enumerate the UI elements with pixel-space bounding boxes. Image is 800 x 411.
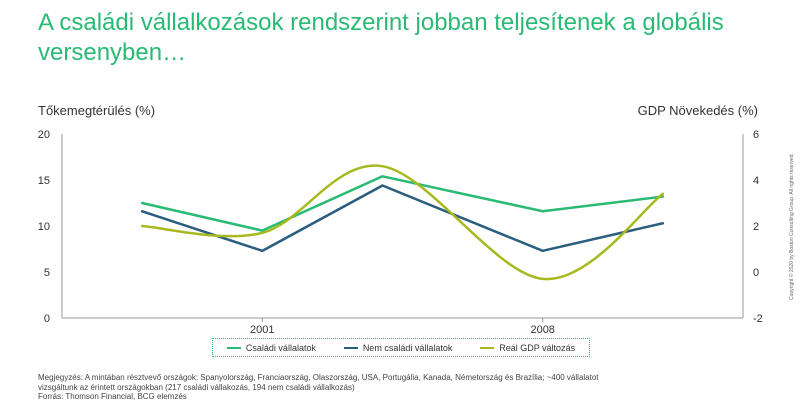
legend-label-gdp: Reál GDP változás <box>499 342 576 353</box>
page-title: A családi vállalkozások rendszerint jobb… <box>38 9 724 66</box>
y-right-tick-label-2: 2 <box>753 221 759 233</box>
y-right-tick-label-4: 6 <box>753 129 759 141</box>
legend-label-non-family: Nem családi vállalatok <box>362 342 453 353</box>
y-left-tick-label-2: 10 <box>38 221 50 233</box>
legend-swatch-non-family <box>343 346 358 349</box>
y-left-tick-label-0: 0 <box>44 313 50 325</box>
y-right-tick-label-3: 4 <box>753 175 759 187</box>
x-tick-label-0: 2001 <box>250 324 274 336</box>
y-right-tick-label-0: -2 <box>753 313 763 325</box>
footnote-source: Forrás: Thomson Financial, BCG elemzés <box>38 392 187 401</box>
x-tick-label-1: 2008 <box>530 324 554 336</box>
right-axis-title: GDP Növekedés (%) <box>637 103 758 118</box>
legend-item-non-family: Nem családi vállalatok <box>343 342 453 353</box>
footnote-line-1: Megjegyzés: A mintában résztvevő országo… <box>38 373 599 382</box>
footnotes: Megjegyzés: A mintában résztvevő országo… <box>38 373 658 402</box>
legend-swatch-family <box>226 346 241 349</box>
y-left-tick-label-1: 5 <box>44 267 50 279</box>
legend-item-family: Családi vállalatok <box>226 342 316 353</box>
left-axis-title: Tőkemegtérülés (%) <box>38 103 156 118</box>
series-line-family <box>140 175 665 232</box>
legend-label-family: Családi vállalatok <box>245 342 316 353</box>
series-line-gdp <box>140 164 665 281</box>
series-line-non-family <box>140 184 665 253</box>
y-left-tick-label-3: 15 <box>38 175 50 187</box>
copyright-notice: Copyright © 2020 by Boston Consulting Gr… <box>789 153 795 300</box>
y-right-tick-label-1: 0 <box>753 267 759 279</box>
legend-swatch-gdp <box>480 346 495 349</box>
y-left-tick-label-4: 20 <box>38 129 50 141</box>
legend-item-gdp: Reál GDP változás <box>480 343 575 353</box>
footnote-line-2: vizsgáltunk az érintett országokban (217… <box>38 382 355 392</box>
chart-legend: Családi vállalatok Nem családi vállalato… <box>212 338 590 357</box>
